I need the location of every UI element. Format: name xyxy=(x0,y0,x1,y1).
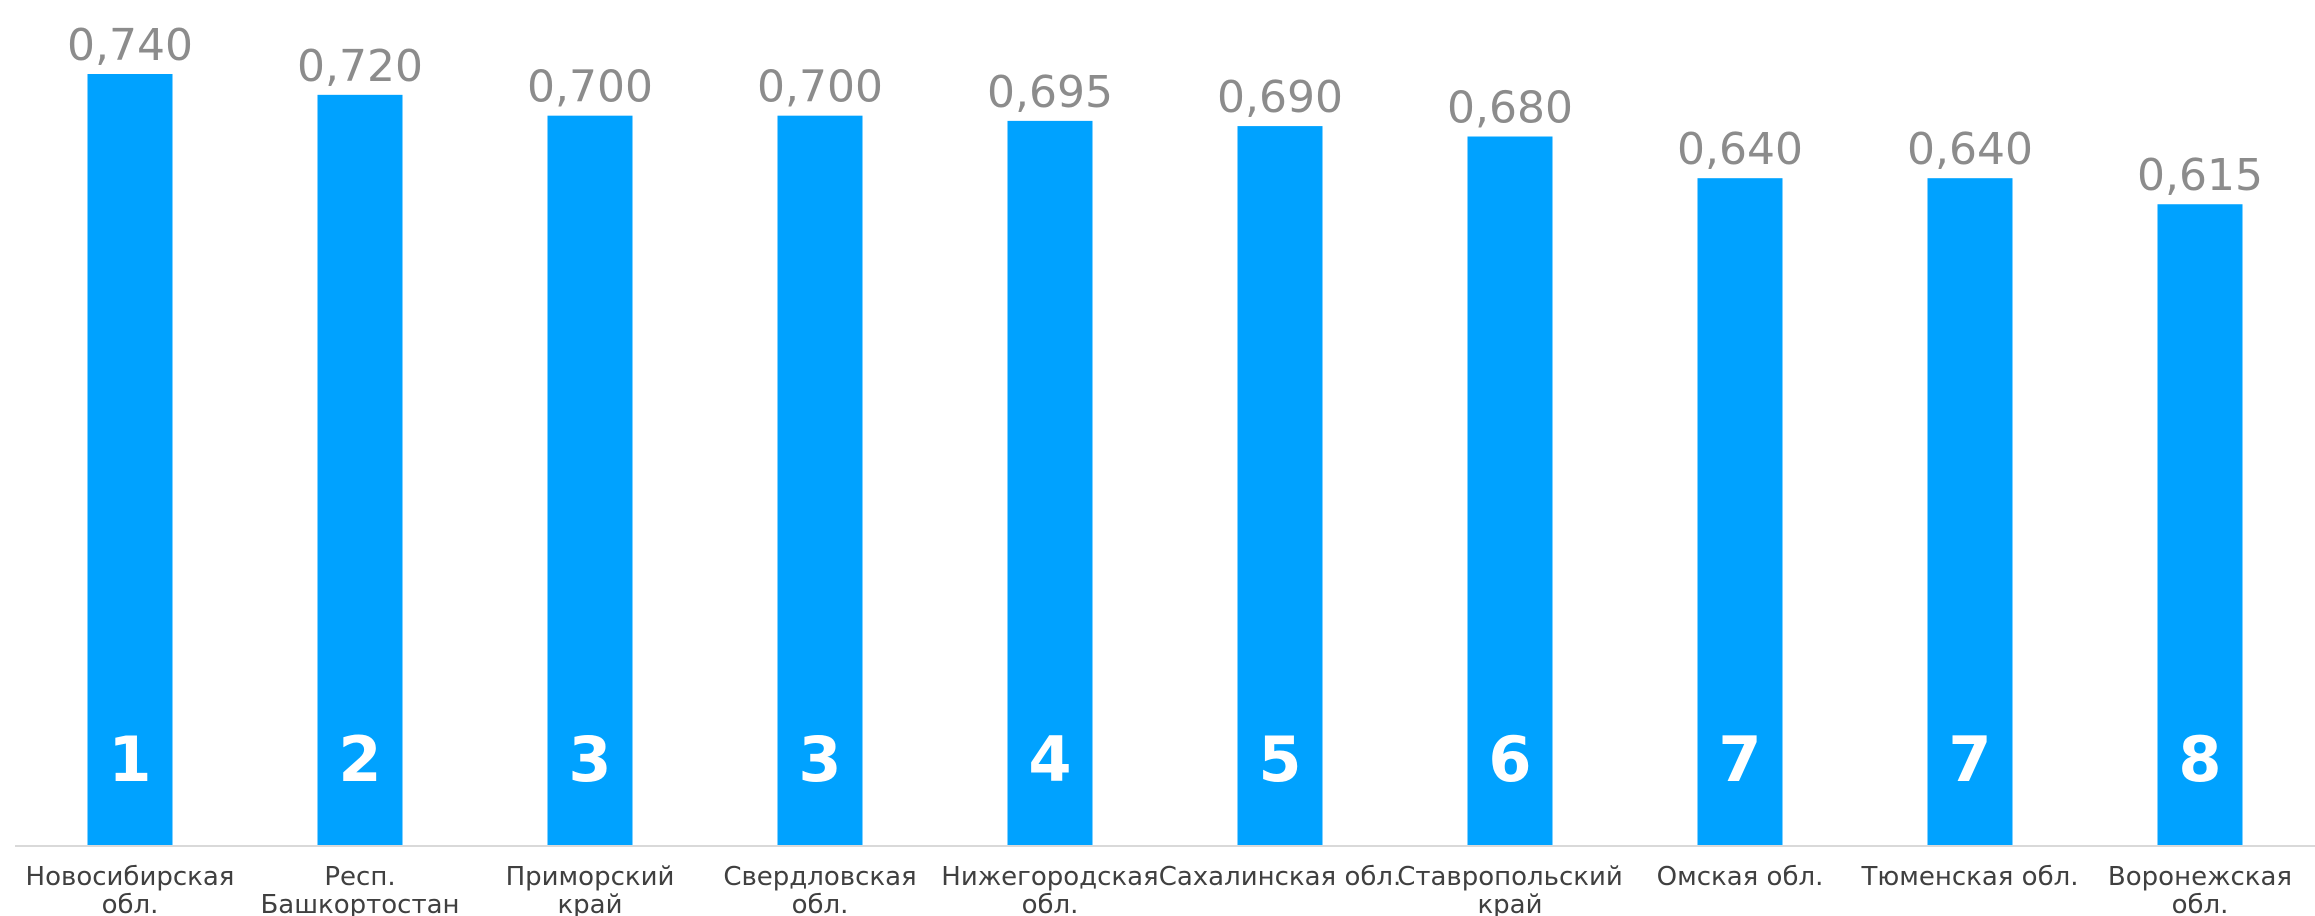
bar xyxy=(2157,204,2243,846)
category-label: Нижегородская обл. xyxy=(941,862,1158,916)
value-labels-group: 0,740 0,720 0,700 0,700 0,695 0,690 0,680 0,640… xyxy=(67,20,2263,201)
category-label-line: обл. xyxy=(2172,890,2229,916)
bar xyxy=(1697,178,1783,845)
value-label: 0,640 xyxy=(1907,124,2033,175)
bar xyxy=(1467,136,1553,845)
rank-label: 2 xyxy=(338,723,381,796)
category-label: Респ. Башкортостан xyxy=(260,862,459,916)
value-label: 0,690 xyxy=(1217,72,1343,123)
category-label-line: Башкортостан xyxy=(260,890,459,916)
category-label-line: Респ. xyxy=(324,862,395,892)
category-label-line: обл. xyxy=(1022,890,1079,916)
bars-group xyxy=(87,74,2243,846)
value-label: 0,700 xyxy=(527,62,653,113)
bar xyxy=(547,115,633,846)
rank-label: 7 xyxy=(1948,723,1991,796)
category-label: Ставропольский край xyxy=(1397,862,1623,916)
category-label: Свердловская обл. xyxy=(723,862,916,916)
bar xyxy=(317,94,403,846)
category-label-line: край xyxy=(1477,890,1542,916)
value-label: 0,695 xyxy=(987,67,1113,118)
category-label-line: Новосибирская xyxy=(26,862,235,892)
category-label: Приморский край xyxy=(506,862,675,916)
category-label: Тюменская обл. xyxy=(1860,862,2078,892)
value-label: 0,615 xyxy=(2137,150,2263,201)
bar xyxy=(1927,178,2013,845)
rank-label: 4 xyxy=(1028,723,1071,796)
category-label: Сахалинская обл. xyxy=(1159,862,1402,892)
rank-label: 3 xyxy=(798,723,841,796)
category-label: Омская обл. xyxy=(1657,862,1824,892)
category-label-line: Тюменская обл. xyxy=(1860,862,2078,892)
category-label-line: Омская обл. xyxy=(1657,862,1824,892)
rank-label: 5 xyxy=(1258,723,1301,796)
rank-label: 8 xyxy=(2178,723,2221,796)
rank-labels-group: 1 2 3 3 4 5 6 7 7 8 xyxy=(108,723,2221,796)
category-label-line: край xyxy=(557,890,622,916)
bar xyxy=(1007,120,1093,845)
category-label-line: обл. xyxy=(102,890,159,916)
value-label: 0,720 xyxy=(297,41,423,92)
bar xyxy=(1237,126,1323,845)
category-label-line: Сахалинская обл. xyxy=(1159,862,1402,892)
bar xyxy=(87,74,173,845)
value-label: 0,640 xyxy=(1677,124,1803,175)
rank-label: 1 xyxy=(108,723,151,796)
category-label-line: Воронежская xyxy=(2108,862,2292,892)
rank-label: 3 xyxy=(568,723,611,796)
rank-label: 7 xyxy=(1718,723,1761,796)
category-label-line: Приморский xyxy=(506,862,675,892)
value-label: 0,740 xyxy=(67,20,193,71)
value-label: 0,680 xyxy=(1447,83,1573,134)
category-label-line: обл. xyxy=(792,890,849,916)
value-label: 0,700 xyxy=(757,62,883,113)
category-label: Новосибирская обл. xyxy=(26,862,235,916)
category-label-line: Свердловская xyxy=(723,862,916,892)
category-label-line: Нижегородская xyxy=(941,862,1158,892)
rank-label: 6 xyxy=(1488,723,1531,796)
bar xyxy=(777,115,863,846)
category-label-line: Ставропольский xyxy=(1397,862,1623,892)
category-label: Воронежская обл. xyxy=(2108,862,2292,916)
category-labels-group: Новосибирская обл.Респ. БашкортостанПримор… xyxy=(26,862,2293,916)
